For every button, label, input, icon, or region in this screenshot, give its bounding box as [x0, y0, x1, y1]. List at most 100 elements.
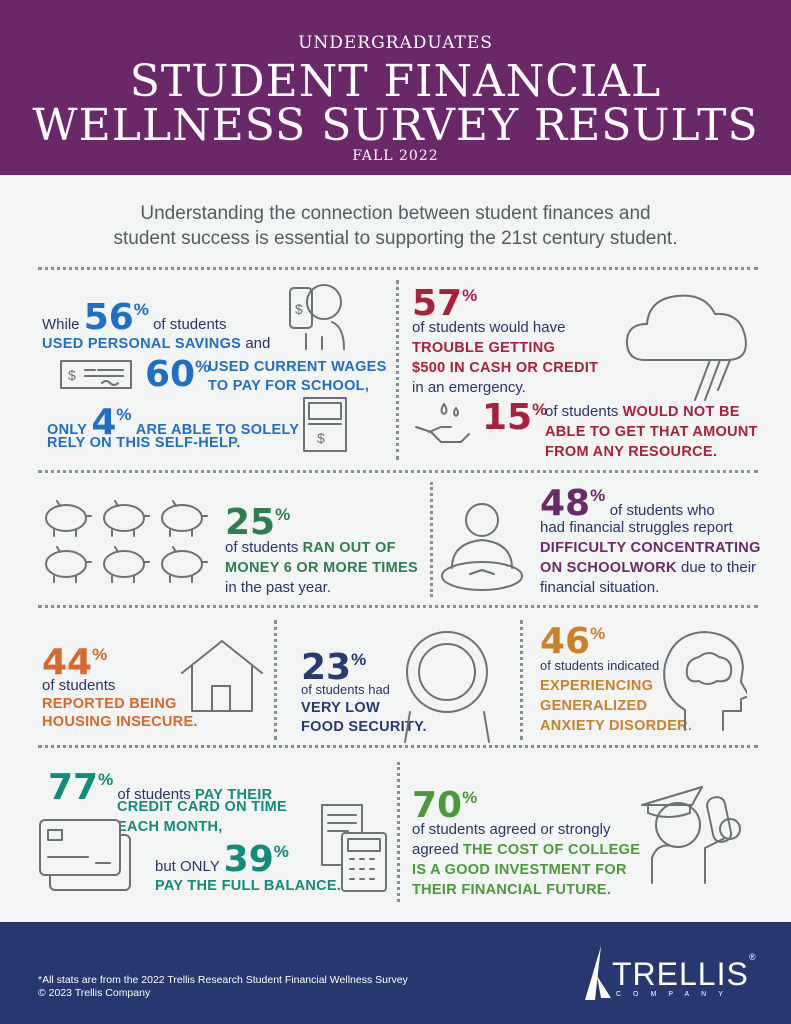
brain-head-icon: [663, 631, 747, 731]
footer: *All stats are from the 2022 Trellis Res…: [0, 922, 791, 1024]
text: but ONLY: [155, 858, 220, 875]
stat-number: 77: [48, 767, 99, 808]
stat-number: 4: [91, 402, 117, 443]
credit-cards-icon: [39, 819, 131, 891]
intro-line-2: student success is essential to supporti…: [113, 228, 678, 249]
stat-number: 48: [540, 483, 591, 524]
stat-56-caption: USED PERSONAL SAVINGS and: [42, 334, 270, 354]
caption: ON SCHOOLWORK: [540, 560, 677, 576]
stat-23-text: of students had VERY LOW FOOD SECURITY.: [301, 680, 427, 737]
stat-15-text: of students WOULD NOT BE ABLE TO GET THA…: [545, 402, 758, 462]
house-icon: [181, 640, 263, 712]
stat-77-text: CREDIT CARD ON TIME EACH MONTH,: [117, 797, 287, 837]
caption: TO PAY FOR SCHOOL,: [208, 378, 370, 394]
text: of students who: [609, 502, 715, 519]
pct: %: [195, 357, 211, 376]
stat-number: 60: [145, 354, 196, 395]
text: of students: [117, 786, 191, 803]
footer-note: *All stats are from the 2022 Trellis Res…: [38, 974, 408, 986]
caption: RELY ON THIS SELF-HELP.: [47, 435, 241, 451]
divider: [396, 280, 399, 460]
pct: %: [275, 505, 291, 524]
stat-number: 56: [83, 297, 134, 338]
text: of students: [153, 316, 227, 333]
stat-number: 15: [482, 397, 533, 438]
stat-44: 44%: [42, 645, 107, 681]
stat-56: While 56% of students: [42, 300, 226, 336]
text: agreed: [412, 841, 459, 858]
caption: FOOD SECURITY.: [301, 719, 427, 735]
caption: WOULD NOT BE: [622, 404, 740, 420]
stat-number: 44: [42, 642, 93, 683]
text: of students: [545, 403, 619, 420]
empty-plate-icon: [404, 631, 490, 743]
atm-icon: $: [303, 397, 347, 452]
pct: %: [92, 645, 108, 664]
intro-line-1: Understanding the connection between stu…: [140, 203, 651, 224]
pct: %: [462, 286, 478, 305]
graduate-icon: [641, 786, 741, 884]
stat-57: 57%: [412, 286, 477, 322]
stat-46: 46%: [540, 624, 605, 660]
caption: ABLE TO GET THAT AMOUNT: [545, 424, 758, 440]
text: of students: [225, 539, 299, 556]
pct: %: [133, 300, 149, 319]
divider: [38, 605, 758, 608]
text: financial situation.: [540, 579, 660, 596]
svg-text:$: $: [317, 430, 325, 446]
caption: USED PERSONAL SAVINGS: [42, 336, 242, 352]
stat-number: 46: [540, 621, 591, 662]
stat-15: 15%: [482, 400, 547, 436]
stat-44-text: of students REPORTED BEING HOUSING INSEC…: [42, 677, 198, 731]
pct: %: [590, 624, 606, 643]
caption: VERY LOW: [301, 700, 380, 716]
phone-person-icon: $: [289, 284, 345, 350]
stat-70-text: of students agreed or strongly agreed TH…: [412, 820, 640, 900]
caption: EACH MONTH,: [117, 819, 223, 835]
stat-46-text: of students indicated EXPERIENCING GENER…: [540, 656, 692, 736]
stat-60-caption: USED CURRENT WAGES TO PAY FOR SCHOOL,: [208, 358, 387, 396]
stat-4: ONLY 4% ARE ABLE TO SOLELY: [47, 405, 299, 441]
caption: THEIR FINANCIAL FUTURE.: [412, 882, 612, 898]
stat-48-text: had financial struggles report DIFFICULT…: [540, 518, 761, 598]
eyebrow: UNDERGRADUATES: [298, 33, 493, 53]
divider: [397, 762, 400, 902]
stat-48: 48% of students who: [540, 486, 715, 522]
divider: [520, 620, 523, 740]
piggy-banks-icon: [45, 500, 208, 583]
caption: $500 IN CASH OR CREDIT: [412, 360, 599, 376]
stat-number: 57: [412, 283, 463, 324]
stat-77: 77% of students PAY THEIR: [48, 770, 272, 806]
stat-number: 70: [412, 785, 463, 826]
caption: ONLY: [47, 422, 88, 438]
pct: %: [116, 405, 132, 424]
hands-drop-icon: [415, 403, 470, 443]
caption: IS A GOOD INVESTMENT FOR: [412, 862, 627, 878]
caption: USED CURRENT WAGES: [208, 359, 387, 375]
text: and: [245, 335, 271, 352]
divider: [38, 470, 758, 473]
text: of students had: [301, 682, 390, 697]
pct: %: [98, 770, 114, 789]
caption: REPORTED BEING: [42, 696, 177, 712]
pct: %: [273, 842, 289, 861]
text: had financial struggles report: [540, 519, 733, 536]
text: due to their: [681, 559, 757, 576]
pct: %: [351, 650, 367, 669]
stat-number: 25: [225, 502, 276, 543]
check-icon: $: [60, 360, 132, 389]
copyright: © 2023 Trellis Company: [38, 987, 151, 999]
caption: HOUSING INSECURE.: [42, 714, 198, 730]
text: of students: [42, 677, 116, 694]
caption: CREDIT CARD ON TIME: [117, 799, 288, 815]
caption: EXPERIENCING: [540, 678, 654, 694]
svg-text:$: $: [68, 367, 76, 383]
caption: ARE ABLE TO SOLELY: [135, 422, 300, 438]
title-line-1: STUDENT FINANCIAL: [129, 56, 662, 107]
text: of students agreed or strongly: [412, 821, 611, 838]
stat-number: 39: [223, 839, 274, 880]
stat-23: 23%: [301, 650, 366, 686]
logo-wordmark: TRELLIS: [612, 956, 749, 992]
pct: %: [532, 400, 548, 419]
pct: %: [590, 486, 606, 505]
